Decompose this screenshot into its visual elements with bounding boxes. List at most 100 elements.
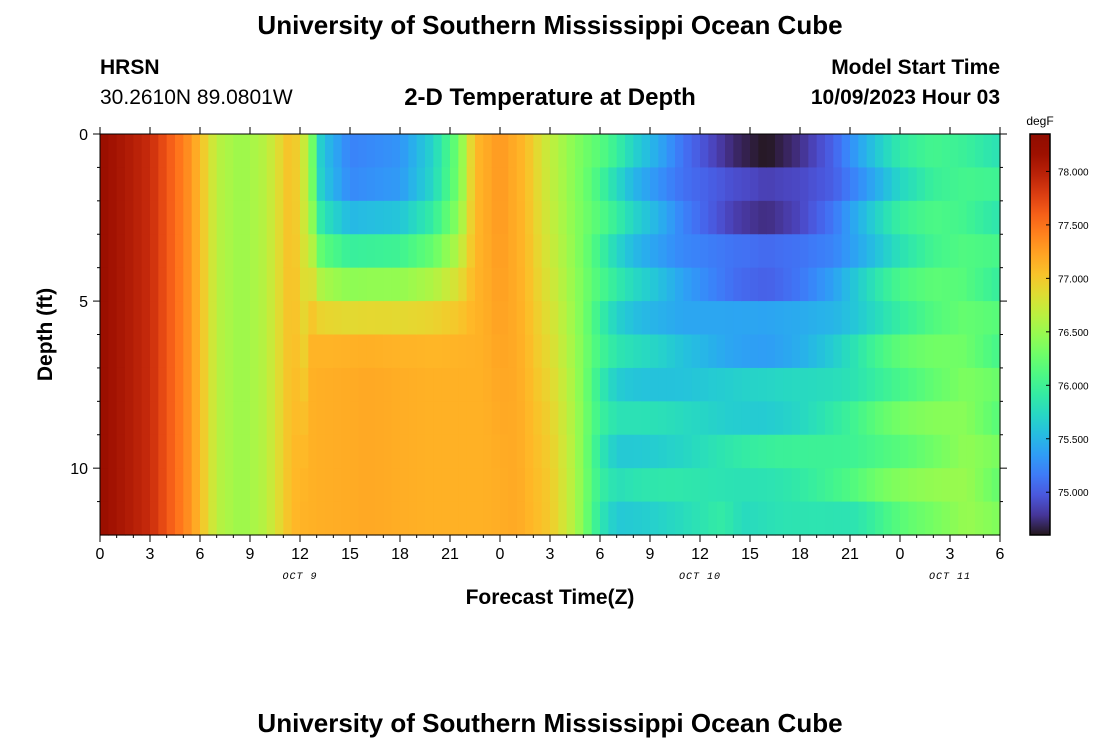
heatmap-cell [266,434,276,469]
heatmap-cell [200,234,209,269]
heatmap-cell [816,200,826,235]
heatmap-cell [191,134,201,169]
heatmap-cell [966,134,976,169]
heatmap-cell [600,434,609,469]
heatmap-cell [375,301,384,336]
heatmap-cell [825,200,834,235]
heatmap-cell [100,167,109,202]
heatmap-cell [350,167,359,202]
heatmap-cell [900,301,909,336]
heatmap-cell [416,200,426,235]
heatmap-cell [700,401,709,436]
heatmap-cell [991,434,1001,469]
heatmap-cell [616,367,626,402]
heatmap-cell [741,134,751,169]
heatmap-cell [683,501,693,536]
heatmap-cell [350,501,359,536]
heatmap-cell [716,234,726,269]
heatmap-cell [308,267,318,302]
heatmap-cell [850,234,859,269]
heatmap-cell [600,234,609,269]
heatmap-cell [708,401,718,436]
heatmap-cell [150,501,159,536]
heatmap-cell [366,367,376,402]
heatmap-cell [500,434,509,469]
heatmap-cell [991,134,1001,169]
heatmap-cell [416,301,426,336]
heatmap-cell [666,468,676,503]
heatmap-cell [400,167,409,202]
heatmap-cell [508,434,518,469]
heatmap-cell [641,367,651,402]
heatmap-cell [908,234,918,269]
x-axis-label: Forecast Time(Z) [466,586,635,609]
heatmap-cell [891,468,901,503]
heatmap-cell [966,334,976,369]
heatmap-cell [383,334,393,369]
heatmap-cell [691,234,701,269]
heatmap-cell [783,367,793,402]
heatmap-cell [291,267,301,302]
heatmap-cell [975,434,984,469]
heatmap-cell [616,434,626,469]
heatmap-cell [183,134,193,169]
heatmap-cell [358,267,368,302]
y-tick-label: 0 [79,127,88,144]
heatmap-cell [550,267,559,302]
heatmap-cell [866,334,876,369]
heatmap-cell [100,301,109,336]
heatmap-cell [558,267,568,302]
heatmap-cell [950,468,959,503]
heatmap-cell [216,301,226,336]
heatmap-cell [808,434,818,469]
heatmap-cell [691,267,701,302]
heatmap-cell [775,367,784,402]
heatmap-cell [516,301,526,336]
heatmap-cell [600,200,609,235]
heatmap-cell [283,367,293,402]
heatmap-cell [333,200,343,235]
heatmap-cell [441,267,451,302]
heatmap-cell [616,401,626,436]
heatmap-cell [558,334,568,369]
heatmap-cell [225,267,234,302]
heatmap-cell [300,434,309,469]
heatmap-cell [800,334,809,369]
heatmap-cell [383,301,393,336]
heatmap-cell [366,468,376,503]
heatmap-cell [841,267,851,302]
heatmap-cell [758,200,768,235]
heatmap-cell [983,468,993,503]
heatmap-cell [775,501,784,536]
heatmap-cell [975,134,984,169]
heatmap-cell [941,200,951,235]
heatmap-cell [525,434,534,469]
heatmap-cell [708,434,718,469]
heatmap-cell [958,501,968,536]
heatmap-cell [141,468,151,503]
heatmap-cell [600,167,609,202]
heatmap-cell [183,167,193,202]
heatmap-cell [308,501,318,536]
heatmap-cell [908,434,918,469]
heatmap-cell [891,267,901,302]
heatmap-cell [283,334,293,369]
heatmap-cell [383,434,393,469]
heatmap-cell [925,167,934,202]
heatmap-cell [641,134,651,169]
heatmap-cell [700,267,709,302]
heatmap-cell [800,200,809,235]
heatmap-cell [408,234,418,269]
heatmap-cell [133,234,143,269]
heatmap-cell [858,234,868,269]
heatmap-cell [400,367,409,402]
heatmap-cell [683,167,693,202]
heatmap-cell [908,301,918,336]
heatmap-cell [450,234,459,269]
heatmap-cell [475,200,484,235]
heatmap-cell [675,468,684,503]
heatmap-cell [208,234,218,269]
heatmap-cell [750,501,759,536]
heatmap-cell [358,468,368,503]
heatmap-cell [966,267,976,302]
